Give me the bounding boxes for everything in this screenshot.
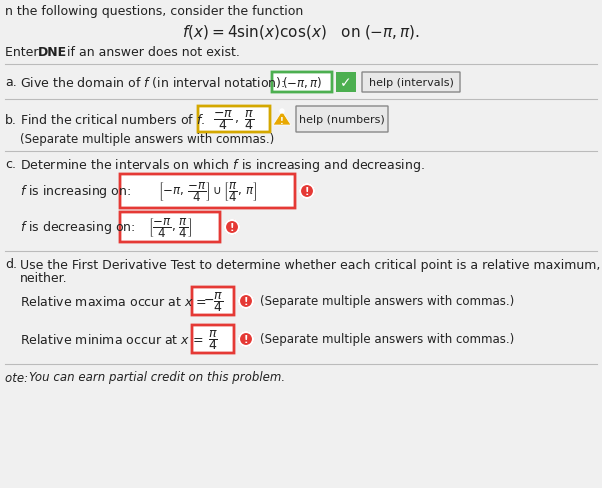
Text: $f(x) = 4\sin(x)\cos(x) \quad \mathrm{on} \; (-\pi, \pi).$: $f(x) = 4\sin(x)\cos(x) \quad \mathrm{on… [182,23,420,41]
Text: You can earn partial credit on this problem.: You can earn partial credit on this prob… [29,371,285,384]
FancyBboxPatch shape [362,73,460,93]
Text: n the following questions, consider the function: n the following questions, consider the … [5,4,303,18]
Text: $\dfrac{\pi}{4}$: $\dfrac{\pi}{4}$ [208,327,218,351]
Text: b.: b. [5,113,17,126]
FancyBboxPatch shape [198,107,270,133]
Text: !: ! [244,334,248,345]
Text: c.: c. [5,158,16,171]
Text: help (numbers): help (numbers) [299,115,385,125]
Text: (Separate multiple answers with commas.): (Separate multiple answers with commas.) [20,133,275,146]
Text: DNE: DNE [38,46,67,60]
FancyBboxPatch shape [120,213,220,243]
Circle shape [239,294,253,308]
Text: Relative minima occur at $x$ =: Relative minima occur at $x$ = [20,332,203,346]
FancyBboxPatch shape [120,175,295,208]
Text: !: ! [305,186,309,197]
Circle shape [280,110,284,114]
Text: $f$ is decreasing on:: $f$ is decreasing on: [20,219,135,236]
Text: $-\dfrac{\pi}{4}$: $-\dfrac{\pi}{4}$ [203,289,223,313]
Text: !: ! [244,296,248,306]
Text: d.: d. [5,258,17,271]
Text: (Separate multiple answers with commas.): (Separate multiple answers with commas.) [260,295,514,308]
FancyBboxPatch shape [272,73,332,93]
Bar [336,73,356,93]
Text: neither.: neither. [20,272,67,285]
Text: if an answer does not exist.: if an answer does not exist. [63,46,240,60]
Circle shape [300,184,314,199]
FancyBboxPatch shape [192,287,234,315]
Text: Enter: Enter [5,46,43,60]
Text: a.: a. [5,76,17,89]
Circle shape [225,221,239,235]
Text: !: ! [230,223,234,232]
Text: help (intervals): help (intervals) [368,78,453,88]
Text: Find the critical numbers of $f$.: Find the critical numbers of $f$. [20,113,205,127]
FancyBboxPatch shape [296,107,388,133]
Polygon shape [273,112,291,126]
FancyBboxPatch shape [192,325,234,353]
Text: ote:: ote: [5,371,32,384]
Text: Relative maxima occur at $x$ =: Relative maxima occur at $x$ = [20,294,207,308]
Text: Give the domain of $f$ (in interval notation):: Give the domain of $f$ (in interval nota… [20,75,285,90]
Text: Use the First Derivative Test to determine whether each critical point is a rela: Use the First Derivative Test to determi… [20,258,602,271]
Text: (Separate multiple answers with commas.): (Separate multiple answers with commas.) [260,333,514,346]
Text: !: ! [280,116,284,125]
Text: $\left[\dfrac{-\pi}{4},\,\dfrac{\pi}{4}\right]$: $\left[\dfrac{-\pi}{4},\,\dfrac{\pi}{4}\… [147,216,193,239]
Text: ✓: ✓ [340,76,352,90]
Text: $\left[-\pi,\,\dfrac{-\pi}{4}\right]\cup\left[\dfrac{\pi}{4},\,\pi\right]$: $\left[-\pi,\,\dfrac{-\pi}{4}\right]\cup… [158,180,257,203]
Text: $(-\pi,\pi)$: $(-\pi,\pi)$ [282,75,322,90]
Text: $\dfrac{-\pi}{4}\,,\;\dfrac{\pi}{4}$: $\dfrac{-\pi}{4}\,,\;\dfrac{\pi}{4}$ [213,108,255,132]
Text: Determine the intervals on which $f$ is increasing and decreasing.: Determine the intervals on which $f$ is … [20,156,424,173]
Text: $f$ is increasing on:: $f$ is increasing on: [20,183,131,200]
Circle shape [239,332,253,346]
